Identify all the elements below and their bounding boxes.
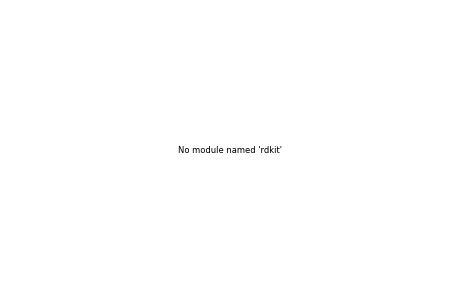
Text: No module named 'rdkit': No module named 'rdkit' bbox=[178, 146, 281, 154]
